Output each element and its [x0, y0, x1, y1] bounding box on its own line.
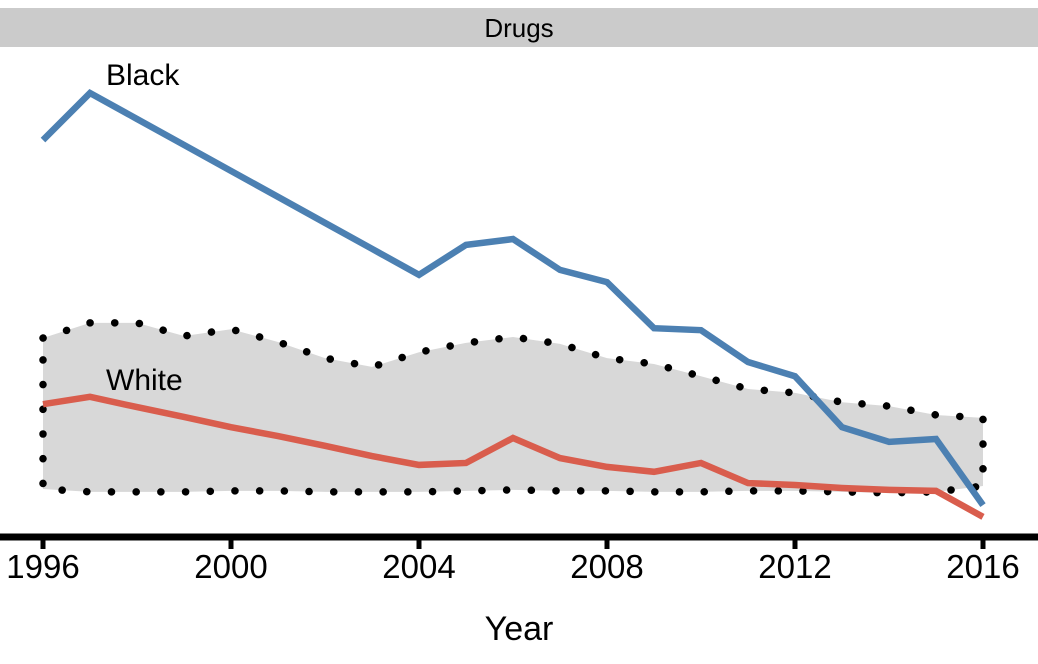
x-axis-tick — [604, 540, 610, 549]
x-axis-tick — [980, 540, 986, 549]
x-tick-label: 1996 — [6, 548, 80, 585]
x-tick-label: 2000 — [194, 548, 268, 585]
x-tick-label: 2012 — [758, 548, 832, 585]
line-white — [42, 393, 985, 520]
x-tick-label: 2016 — [946, 548, 1020, 585]
band-fill — [43, 322, 983, 493]
series-label-white: White — [106, 364, 183, 397]
x-axis-tick — [792, 540, 798, 549]
x-axis-tick — [40, 540, 46, 549]
line-black — [40, 88, 986, 507]
x-axis-tick — [228, 540, 234, 549]
x-tick-label: 2008 — [570, 548, 644, 585]
x-tick-label: 2004 — [382, 548, 456, 585]
x-axis-tick — [416, 540, 422, 549]
facet-strip: Drugs — [0, 8, 1038, 47]
series-label-black: Black — [106, 59, 180, 92]
x-axis-title: Year — [484, 610, 554, 648]
facet-strip-label: Drugs — [484, 12, 554, 43]
